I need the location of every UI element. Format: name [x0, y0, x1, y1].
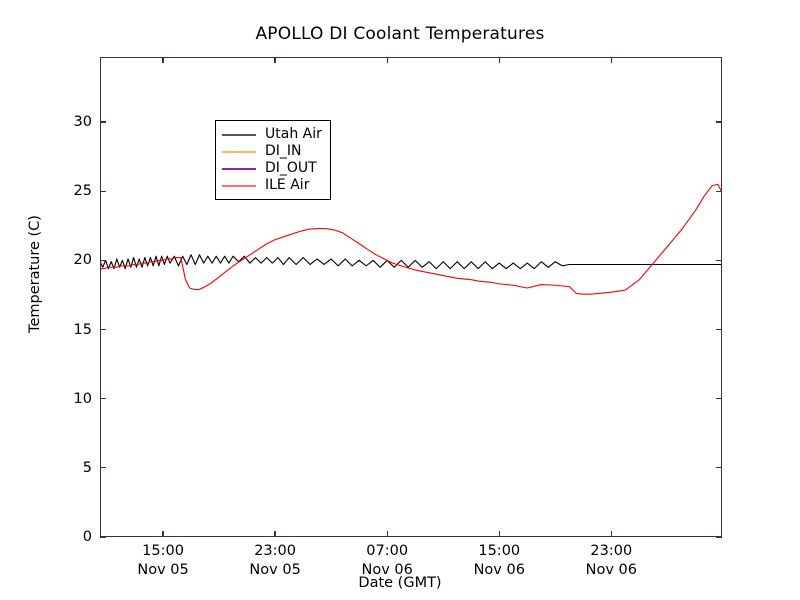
x-tick-mark: [274, 57, 276, 63]
y-axis-tick-labels: 0 5 10 15 20 25 30: [54, 57, 92, 545]
x-tick-date: Nov 05: [249, 562, 301, 578]
y-tick-mark: [716, 328, 722, 331]
x-tick-time: 23:00: [254, 543, 297, 559]
x-tick-mark: [610, 57, 612, 63]
legend-label-utah-air: Utah Air: [265, 126, 322, 142]
y-tick-label-20: 20: [73, 252, 92, 269]
y-tick-label-0: 0: [82, 529, 92, 545]
x-tick-time: 15:00: [478, 543, 521, 559]
x-tick-label-0: 15:00 Nov 05: [137, 542, 188, 580]
y-tick-mark: [716, 121, 722, 123]
y-tick-mark: [100, 121, 106, 123]
y-tick-label-30: 30: [73, 114, 92, 130]
x-tick-time: 07:00: [366, 543, 409, 559]
legend-swatch-ile-air: [222, 184, 256, 187]
legend-label-ile-air: ILE Air: [265, 177, 310, 193]
y-tick-mark: [716, 536, 722, 538]
x-tick-mark: [498, 531, 500, 537]
y-tick-mark: [716, 190, 722, 192]
legend-label-di-out: DI_OUT: [265, 160, 317, 176]
y-tick-mark: [100, 190, 106, 192]
x-tick-mark: [162, 531, 164, 537]
legend-item-utah-air: Utah Air: [222, 126, 322, 143]
x-tick-label-1: 23:00 Nov 05: [249, 542, 300, 580]
y-tick-mark: [716, 467, 722, 469]
legend-item-ile-air: ILE Air: [222, 177, 322, 194]
legend-label-di-in: DI_IN: [265, 143, 302, 159]
series-line-ile-air: [100, 183, 722, 295]
legend-swatch-di-in: [222, 150, 256, 153]
y-tick-mark: [100, 259, 106, 261]
x-tick-time: 15:00: [142, 543, 184, 559]
x-tick-date: Nov 05: [137, 562, 189, 578]
x-tick-mark: [162, 57, 164, 63]
x-tick-date: Nov 06: [361, 562, 413, 578]
series-line-utah-air: [100, 254, 722, 270]
x-tick-date: Nov 06: [473, 562, 525, 578]
legend-swatch-di-out: [222, 167, 256, 170]
y-tick-label-10: 10: [73, 390, 92, 407]
x-tick-label-4: 23:00 Nov 06: [586, 542, 637, 580]
legend-box: Utah Air DI_IN DI_OUT ILE Air: [215, 120, 331, 200]
x-tick-label-2: 07:00 Nov 06: [361, 542, 412, 580]
x-tick-date: Nov 06: [585, 562, 638, 578]
y-tick-mark: [100, 398, 106, 400]
y-tick-mark: [100, 536, 106, 538]
y-tick-mark: [100, 328, 106, 331]
legend-swatch-utah-air: [222, 133, 256, 136]
x-tick-mark: [610, 531, 612, 537]
y-tick-label-25: 25: [73, 183, 92, 200]
legend-item-di-out: DI_OUT: [222, 160, 322, 177]
y-axis-label: Temperature (C): [27, 215, 43, 333]
x-tick-time: 23:00: [590, 543, 633, 559]
x-tick-mark: [386, 57, 388, 63]
data-curves: [100, 183, 722, 295]
x-tick-mark: [498, 57, 500, 63]
plot-area: Utah Air DI_IN DI_OUT ILE Air: [100, 57, 722, 538]
plot-frame: [100, 57, 722, 537]
y-tick-mark: [100, 467, 106, 469]
x-axis-label: Date (GMT): [358, 575, 442, 591]
chart-title: APOLLO DI Coolant Temperatures: [255, 24, 545, 44]
y-tick-mark: [716, 259, 722, 261]
x-axis-tick-labels: 15:00 Nov 05 23:00 Nov 05 07:00 Nov 06 15:00 No…: [100, 542, 722, 588]
x-tick-mark: [386, 531, 388, 537]
y-tick-label-15: 15: [73, 321, 92, 338]
y-tick-label-5: 5: [82, 459, 92, 476]
legend-item-di-in: DI_IN: [222, 143, 322, 160]
y-tick-mark: [716, 398, 722, 400]
x-tick-label-3: 15:00 Nov 06: [474, 542, 525, 580]
x-tick-mark: [274, 531, 276, 537]
